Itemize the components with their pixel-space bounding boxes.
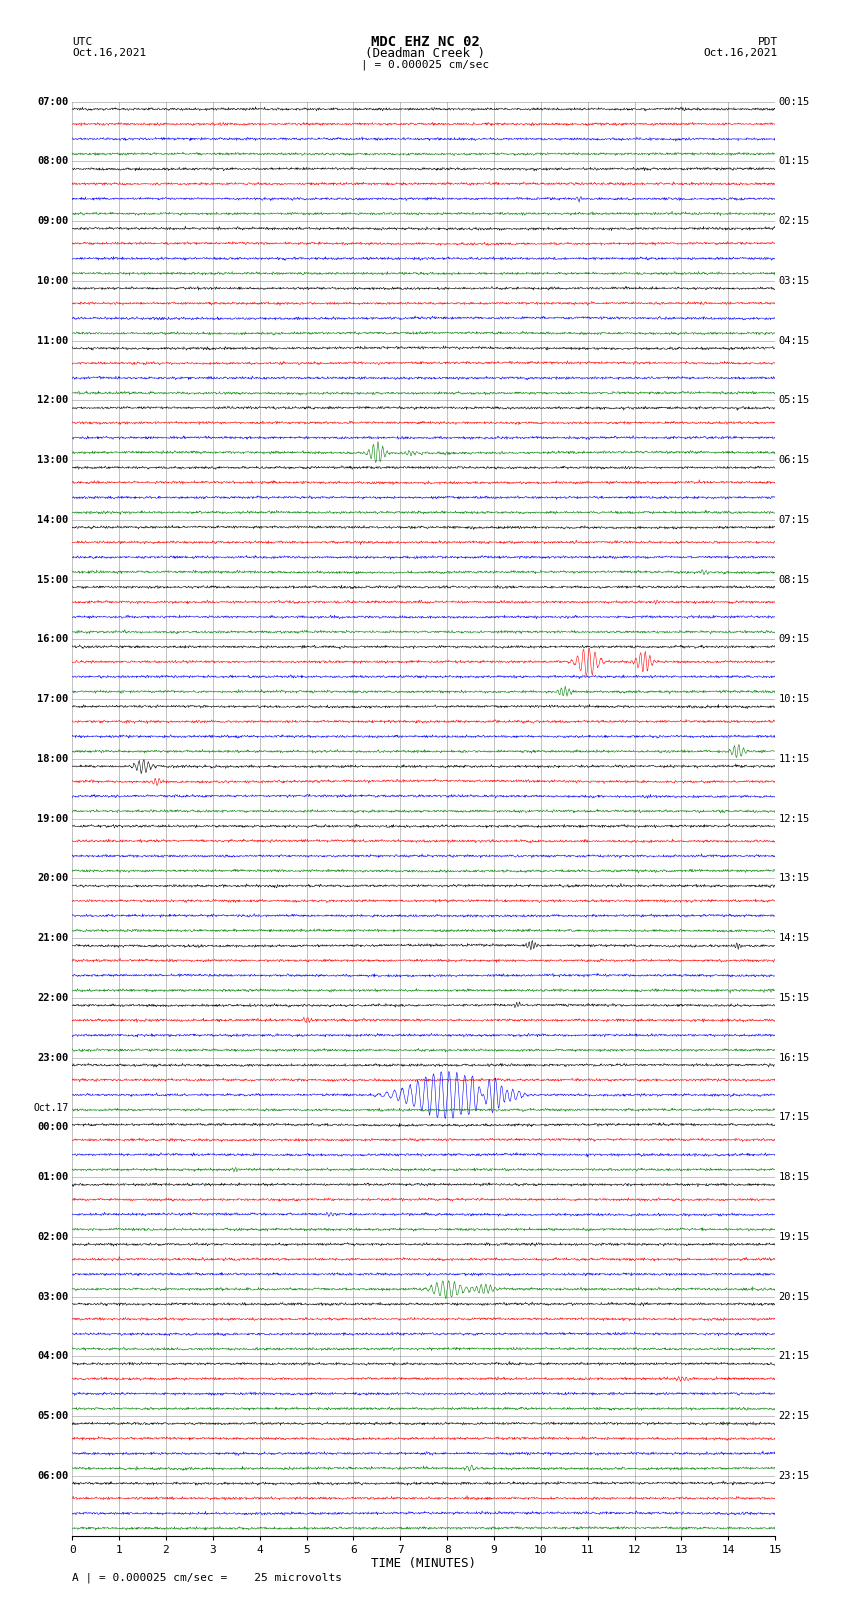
Text: 11:15: 11:15 bbox=[779, 753, 810, 765]
Text: 02:15: 02:15 bbox=[779, 216, 810, 226]
Text: 10:15: 10:15 bbox=[779, 694, 810, 705]
Text: 19:15: 19:15 bbox=[779, 1232, 810, 1242]
Text: 04:15: 04:15 bbox=[779, 336, 810, 345]
Text: 04:00: 04:00 bbox=[37, 1352, 69, 1361]
Text: 19:00: 19:00 bbox=[37, 813, 69, 824]
Text: 05:00: 05:00 bbox=[37, 1411, 69, 1421]
Text: 12:15: 12:15 bbox=[779, 813, 810, 824]
Text: UTC: UTC bbox=[72, 37, 93, 47]
Text: 09:15: 09:15 bbox=[779, 634, 810, 644]
Text: 13:00: 13:00 bbox=[37, 455, 69, 465]
Text: 07:00: 07:00 bbox=[37, 97, 69, 106]
Text: 21:15: 21:15 bbox=[779, 1352, 810, 1361]
Text: 16:15: 16:15 bbox=[779, 1053, 810, 1063]
Text: 08:15: 08:15 bbox=[779, 574, 810, 584]
Text: 18:00: 18:00 bbox=[37, 753, 69, 765]
Text: 15:15: 15:15 bbox=[779, 994, 810, 1003]
Text: 14:15: 14:15 bbox=[779, 932, 810, 944]
Text: 22:00: 22:00 bbox=[37, 994, 69, 1003]
Text: | = 0.000025 cm/sec: | = 0.000025 cm/sec bbox=[361, 60, 489, 69]
Text: 14:00: 14:00 bbox=[37, 515, 69, 524]
Text: 01:00: 01:00 bbox=[37, 1173, 69, 1182]
Text: PDT: PDT bbox=[757, 37, 778, 47]
Text: 11:00: 11:00 bbox=[37, 336, 69, 345]
Text: 17:00: 17:00 bbox=[37, 694, 69, 705]
Text: (Deadman Creek ): (Deadman Creek ) bbox=[365, 47, 485, 60]
Text: 09:00: 09:00 bbox=[37, 216, 69, 226]
Text: 16:00: 16:00 bbox=[37, 634, 69, 644]
Text: 02:00: 02:00 bbox=[37, 1232, 69, 1242]
Text: 08:00: 08:00 bbox=[37, 156, 69, 166]
Text: 22:15: 22:15 bbox=[779, 1411, 810, 1421]
Text: 10:00: 10:00 bbox=[37, 276, 69, 286]
Text: 21:00: 21:00 bbox=[37, 932, 69, 944]
Text: 23:15: 23:15 bbox=[779, 1471, 810, 1481]
Text: Oct.16,2021: Oct.16,2021 bbox=[704, 48, 778, 58]
Text: 23:00: 23:00 bbox=[37, 1053, 69, 1063]
Text: Oct.16,2021: Oct.16,2021 bbox=[72, 48, 146, 58]
Text: 06:00: 06:00 bbox=[37, 1471, 69, 1481]
Text: 13:15: 13:15 bbox=[779, 873, 810, 884]
Text: 20:00: 20:00 bbox=[37, 873, 69, 884]
Text: 03:15: 03:15 bbox=[779, 276, 810, 286]
Text: 05:15: 05:15 bbox=[779, 395, 810, 405]
Text: MDC EHZ NC 02: MDC EHZ NC 02 bbox=[371, 35, 479, 48]
Text: A | = 0.000025 cm/sec =    25 microvolts: A | = 0.000025 cm/sec = 25 microvolts bbox=[72, 1573, 343, 1582]
Text: 03:00: 03:00 bbox=[37, 1292, 69, 1302]
Text: 00:15: 00:15 bbox=[779, 97, 810, 106]
Text: 18:15: 18:15 bbox=[779, 1173, 810, 1182]
Text: 01:15: 01:15 bbox=[779, 156, 810, 166]
Text: 00:00: 00:00 bbox=[37, 1121, 69, 1132]
Text: 20:15: 20:15 bbox=[779, 1292, 810, 1302]
X-axis label: TIME (MINUTES): TIME (MINUTES) bbox=[371, 1558, 476, 1571]
Text: 07:15: 07:15 bbox=[779, 515, 810, 524]
Text: 15:00: 15:00 bbox=[37, 574, 69, 584]
Text: 17:15: 17:15 bbox=[779, 1113, 810, 1123]
Text: Oct.17: Oct.17 bbox=[33, 1103, 69, 1113]
Text: 06:15: 06:15 bbox=[779, 455, 810, 465]
Text: 12:00: 12:00 bbox=[37, 395, 69, 405]
